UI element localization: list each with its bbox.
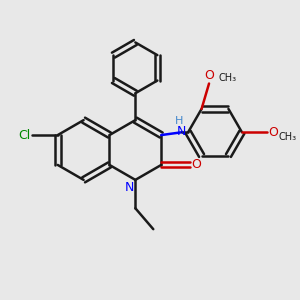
Text: N: N: [177, 125, 186, 138]
Text: CH₃: CH₃: [219, 74, 237, 83]
Text: N: N: [124, 181, 134, 194]
Text: O: O: [204, 69, 214, 82]
Text: CH₃: CH₃: [278, 132, 296, 142]
Text: Cl: Cl: [19, 129, 31, 142]
Text: H: H: [175, 116, 184, 126]
Text: O: O: [191, 158, 201, 171]
Text: O: O: [268, 126, 278, 139]
